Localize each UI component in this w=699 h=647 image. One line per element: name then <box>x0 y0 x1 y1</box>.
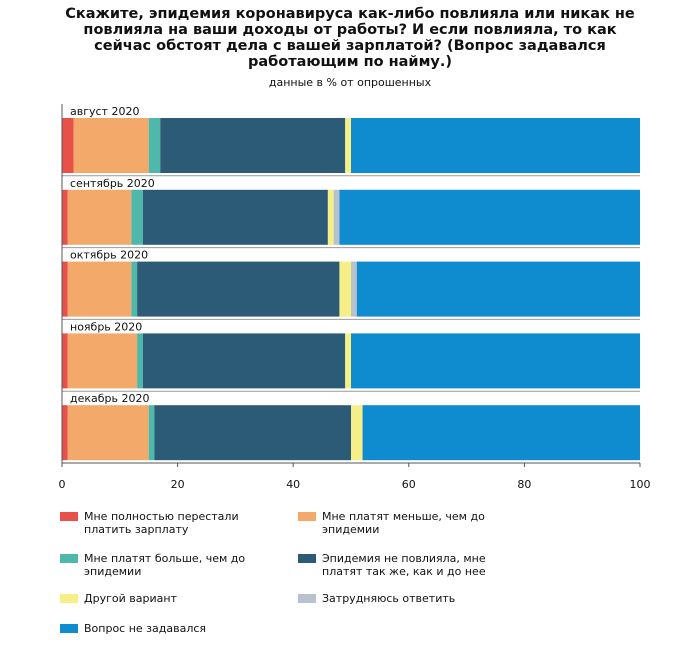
bar-segment <box>131 189 143 245</box>
legend-swatch <box>60 624 78 633</box>
category-label: август 2020 <box>70 105 139 118</box>
category-label: сентябрь 2020 <box>70 177 155 190</box>
bar-segment <box>356 261 640 317</box>
legend-label: Затрудняюсь ответить <box>322 592 456 605</box>
bar-segment <box>142 333 346 389</box>
bar-segment <box>339 261 351 317</box>
legend-label: Мне платят больше, чем до эпидемии <box>84 552 246 578</box>
bar-segment <box>137 333 143 389</box>
legend-swatch <box>60 594 78 603</box>
legend-label: Мне платят меньше, чем до эпидемии <box>322 510 485 536</box>
legend-swatch <box>60 554 78 563</box>
x-tick-label: 80 <box>517 478 531 491</box>
legend-label: Эпидемия не повлияла, мне платят так же,… <box>322 552 486 578</box>
legend-swatch <box>298 594 316 603</box>
bar-segment <box>345 333 351 389</box>
bar-segment <box>131 261 138 317</box>
legend-label: Мне полностью перестали платить зарплату <box>84 510 239 536</box>
bar-segment <box>154 405 351 461</box>
x-tick-label: 100 <box>630 478 651 491</box>
x-tick-label: 60 <box>402 478 416 491</box>
bar-segment <box>148 405 155 461</box>
bar-segment <box>142 189 328 245</box>
chart-title: Скажите, эпидемия коронавируса как-либо … <box>65 6 635 70</box>
stacked-bar-chart: август 2020 сентябрь 2020 октябрь 2020 нояб… <box>59 104 651 491</box>
bar-segment <box>67 189 132 245</box>
bar-segment <box>137 261 340 317</box>
bar-segment <box>339 189 640 245</box>
bar-segment <box>333 189 340 245</box>
legend-swatch <box>298 512 316 521</box>
legend-label: Вопрос не задавался <box>84 622 207 635</box>
legend-swatch <box>298 554 316 563</box>
legend-label: Другой вариант <box>84 592 177 605</box>
bar-segment <box>67 261 132 317</box>
bar-segment <box>62 118 74 173</box>
bar-segment <box>351 261 357 317</box>
bar-segment <box>62 333 68 389</box>
bar-segment <box>327 189 334 245</box>
bar-segment <box>67 333 138 389</box>
legend-swatch <box>60 512 78 521</box>
category-label: октябрь 2020 <box>70 249 148 262</box>
bar-segment <box>62 261 68 317</box>
bar-segment <box>73 118 149 173</box>
x-tick-label: 20 <box>171 478 185 491</box>
bar-segment <box>362 405 640 461</box>
bar-segment <box>62 189 68 245</box>
x-tick-label: 40 <box>286 478 300 491</box>
bar-segment <box>62 405 68 461</box>
category-label: ноябрь 2020 <box>70 320 142 333</box>
bar-segment <box>148 118 161 173</box>
bar-segment <box>351 405 363 461</box>
bar-segment <box>345 118 351 173</box>
bar-segment <box>351 333 640 389</box>
x-tick-label: 0 <box>59 478 66 491</box>
bar-segment <box>67 405 149 461</box>
category-label: декабрь 2020 <box>70 392 150 405</box>
bar-segment <box>351 118 640 173</box>
bar-segment <box>160 118 346 173</box>
chart-subtitle: данные в % от опрошенных <box>268 76 432 89</box>
